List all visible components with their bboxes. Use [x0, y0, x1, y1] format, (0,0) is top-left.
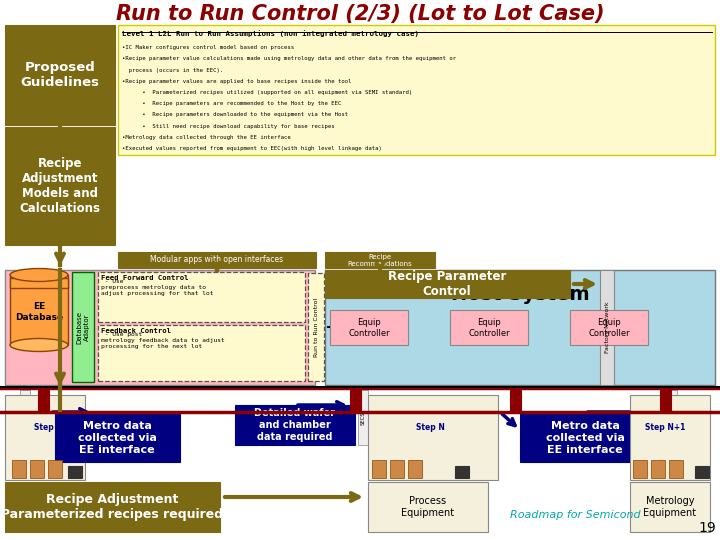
Text: Equip
Controller: Equip Controller: [588, 318, 630, 338]
Bar: [325, 252, 435, 268]
Text: •  Recipe parameters are recommended to the Host by the EEC: • Recipe parameters are recommended to t…: [122, 101, 341, 106]
Text: Equip
Controller: Equip Controller: [348, 318, 390, 338]
Bar: [5, 482, 220, 532]
Bar: [98, 325, 305, 381]
Bar: [10, 278, 68, 288]
Text: SECS: SECS: [670, 411, 675, 425]
Text: EE: EE: [353, 398, 358, 404]
Bar: [660, 390, 671, 412]
Text: •Recipe parameter value calculations made using metrology data and other data fr: •Recipe parameter value calculations mad…: [122, 56, 456, 62]
Text: Equip
Controller: Equip Controller: [468, 318, 510, 338]
Bar: [510, 390, 521, 412]
Bar: [600, 270, 614, 385]
Bar: [630, 482, 710, 532]
Text: UI: UI: [459, 469, 465, 475]
Bar: [10, 275, 68, 345]
Bar: [118, 252, 316, 268]
Text: Database
Adaptor: Database Adaptor: [76, 310, 89, 343]
Bar: [5, 127, 115, 245]
Text: •Executed values reported from equipment to EEC(with high level linkage data): •Executed values reported from equipment…: [122, 146, 382, 151]
Text: •  Still need recipe download capability for base recipes: • Still need recipe download capability …: [122, 124, 335, 129]
Text: process (occurs in the EEC).: process (occurs in the EEC).: [122, 68, 223, 72]
Ellipse shape: [10, 268, 68, 281]
Bar: [667, 390, 677, 445]
Text: Run to Run Control (2/3) (Lot to Lot Case): Run to Run Control (2/3) (Lot to Lot Cas…: [116, 4, 604, 24]
Text: SECS: SECS: [361, 411, 366, 425]
Bar: [408, 460, 422, 478]
Text: Recipe
Adjustment
Models and
Calculations: Recipe Adjustment Models and Calculation…: [19, 157, 101, 215]
Text: Recipe
Recommendations: Recipe Recommendations: [348, 253, 413, 267]
Text: •Metrology data collected through the EE interface: •Metrology data collected through the EE…: [122, 135, 291, 140]
Text: Recipe Parameter
Control: Recipe Parameter Control: [388, 270, 506, 298]
Text: Roadmap for Semicond: Roadmap for Semicond: [510, 510, 641, 520]
Text: EE: EE: [513, 398, 518, 404]
Bar: [330, 310, 408, 345]
Text: Factory Network: Factory Network: [605, 301, 610, 353]
Text: Feed Forward Control: Feed Forward Control: [101, 275, 189, 281]
Bar: [630, 395, 710, 480]
Text: SECS: SECS: [22, 411, 27, 425]
Bar: [695, 466, 709, 478]
Text: Process
Equipment: Process Equipment: [402, 496, 454, 518]
Text: 19: 19: [698, 521, 716, 535]
Bar: [20, 390, 30, 445]
Text: Recipe Adjustment
(Parameterized recipes required): Recipe Adjustment (Parameterized recipes…: [0, 493, 229, 521]
Bar: [455, 466, 469, 478]
Bar: [38, 390, 49, 412]
Bar: [325, 270, 570, 298]
Text: - Use post
metrology feedback data to adjust
processing for the next lot: - Use post metrology feedback data to ad…: [101, 332, 225, 349]
Bar: [5, 395, 85, 480]
Text: Level 1 L2L Run to Run Assumptions (non integrated metrology case): Level 1 L2L Run to Run Assumptions (non …: [122, 30, 419, 37]
Ellipse shape: [10, 339, 68, 352]
Bar: [55, 414, 180, 462]
Bar: [12, 460, 26, 478]
Bar: [633, 460, 647, 478]
Bar: [308, 273, 324, 381]
Bar: [72, 272, 94, 382]
Text: Metro data
collected via
EE interface: Metro data collected via EE interface: [546, 421, 624, 455]
Text: •IC Maker configures control model based on process: •IC Maker configures control model based…: [122, 45, 294, 50]
Bar: [390, 460, 404, 478]
Bar: [669, 460, 683, 478]
Text: EE: EE: [41, 398, 46, 404]
Bar: [350, 390, 361, 412]
Text: Metrology
Equipment: Metrology Equipment: [644, 496, 696, 518]
Text: Host System: Host System: [451, 286, 589, 305]
Bar: [520, 414, 650, 462]
Bar: [98, 272, 305, 322]
Bar: [5, 270, 315, 385]
Bar: [570, 310, 648, 345]
Text: •Recipe parameter values are applied to base recipes inside the tool: •Recipe parameter values are applied to …: [122, 79, 351, 84]
Text: •  Recipe parameters downloaded to the equipment via the Host: • Recipe parameters downloaded to the eq…: [122, 112, 348, 117]
Text: UI: UI: [699, 469, 705, 475]
Text: Feedback Control: Feedback Control: [101, 328, 171, 334]
Text: EE: EE: [663, 398, 668, 404]
Text: Step N-1: Step N-1: [35, 423, 71, 433]
Text: Step N: Step N: [415, 423, 444, 433]
Bar: [368, 482, 488, 532]
Bar: [30, 460, 44, 478]
Bar: [358, 390, 368, 445]
Bar: [235, 405, 355, 445]
Text: Modular apps with open interfaces: Modular apps with open interfaces: [150, 255, 284, 265]
Bar: [368, 395, 498, 480]
Bar: [118, 25, 715, 155]
Bar: [5, 25, 115, 125]
Bar: [48, 460, 62, 478]
Bar: [325, 270, 715, 385]
Text: Metro data
collected via
EE interface: Metro data collected via EE interface: [78, 421, 156, 455]
Text: Proposed
Guidelines: Proposed Guidelines: [20, 61, 99, 89]
Bar: [651, 460, 665, 478]
Text: - Use
preprocess metrology data to
adjust processing for that lot: - Use preprocess metrology data to adjus…: [101, 279, 214, 295]
Text: Run to Run Control: Run to Run Control: [313, 298, 318, 356]
Bar: [68, 466, 82, 478]
Text: UI: UI: [72, 469, 78, 475]
Text: Step N+1: Step N+1: [645, 423, 685, 433]
Bar: [450, 310, 528, 345]
Text: EES: EES: [16, 315, 68, 339]
Text: •  Parameterized recipes utilized (supported on all equipment via SEMI standard): • Parameterized recipes utilized (suppor…: [122, 90, 413, 95]
Text: EE
Database: EE Database: [15, 302, 63, 322]
Text: Detailed wafer
and chamber
data required: Detailed wafer and chamber data required: [254, 408, 336, 442]
Bar: [372, 460, 386, 478]
